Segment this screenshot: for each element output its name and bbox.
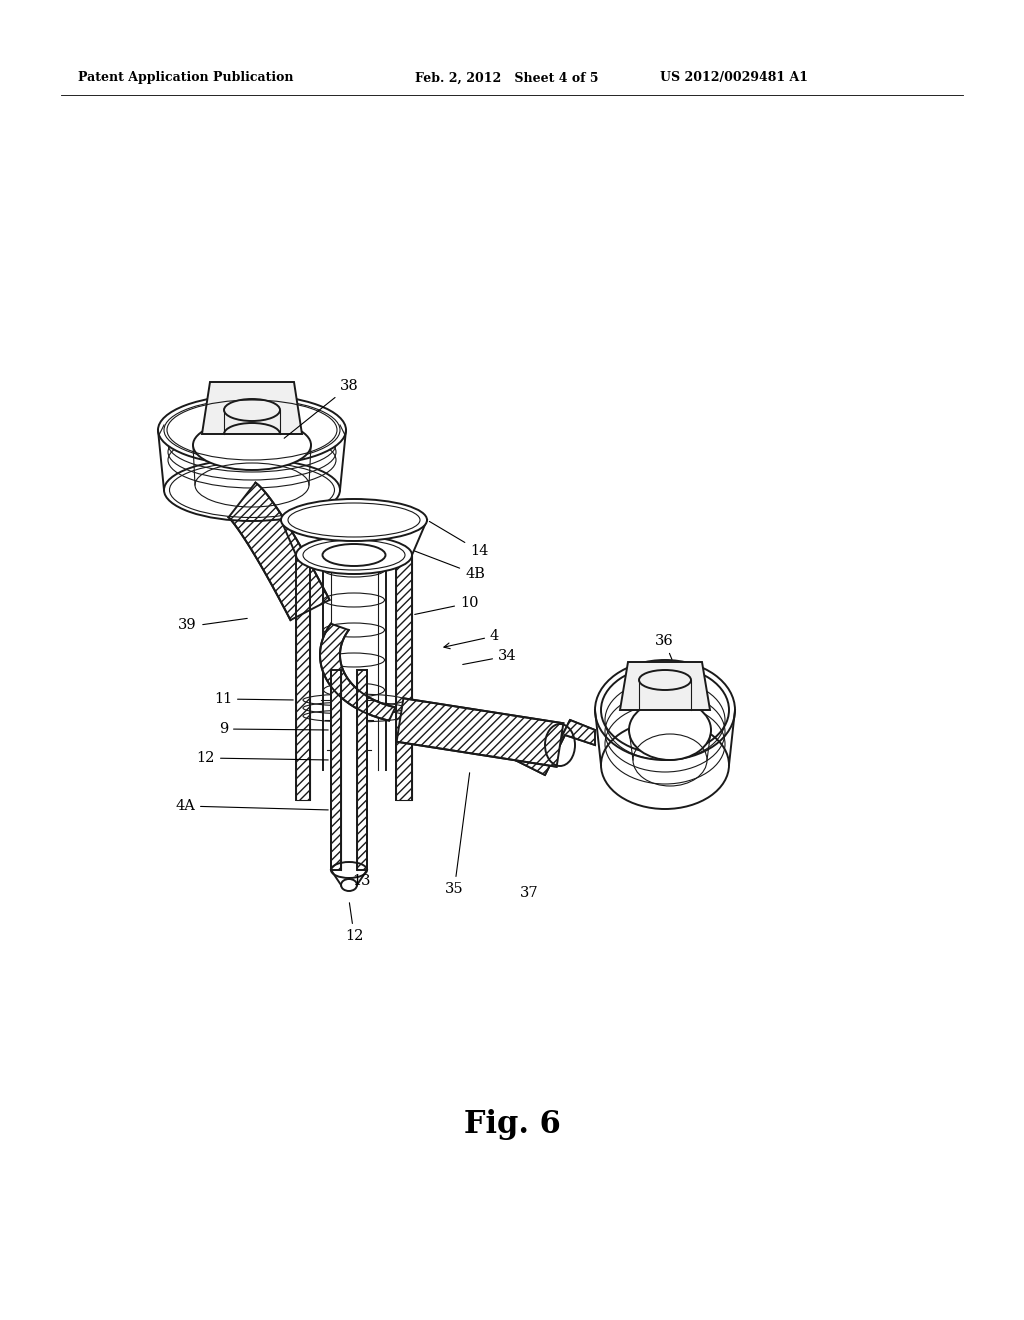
Text: 34: 34: [463, 649, 517, 664]
Text: 38: 38: [285, 379, 358, 438]
Text: 11: 11: [214, 692, 293, 706]
Polygon shape: [396, 554, 412, 800]
Ellipse shape: [296, 536, 412, 574]
Polygon shape: [620, 663, 710, 710]
Polygon shape: [357, 671, 367, 870]
Ellipse shape: [158, 395, 346, 465]
Text: 14: 14: [429, 521, 488, 558]
Text: 36: 36: [655, 634, 674, 660]
Text: 9: 9: [219, 722, 329, 737]
Text: Fig. 6: Fig. 6: [464, 1110, 560, 1140]
Text: 10: 10: [415, 597, 478, 614]
Text: US 2012/0029481 A1: US 2012/0029481 A1: [660, 71, 808, 84]
Text: Feb. 2, 2012   Sheet 4 of 5: Feb. 2, 2012 Sheet 4 of 5: [415, 71, 598, 84]
Text: 12: 12: [345, 903, 364, 942]
Text: 4B: 4B: [415, 550, 485, 581]
Ellipse shape: [193, 420, 311, 470]
Text: Patent Application Publication: Patent Application Publication: [78, 71, 294, 84]
Polygon shape: [228, 483, 330, 620]
Ellipse shape: [281, 499, 427, 541]
Ellipse shape: [164, 399, 340, 461]
Polygon shape: [321, 623, 395, 721]
Text: 13: 13: [349, 874, 371, 888]
Text: 39: 39: [178, 618, 197, 632]
Polygon shape: [342, 671, 356, 870]
Polygon shape: [515, 719, 595, 775]
Ellipse shape: [629, 700, 711, 760]
Text: 12: 12: [197, 751, 329, 766]
Text: 35: 35: [445, 772, 470, 896]
Text: 37: 37: [520, 886, 539, 900]
Ellipse shape: [595, 660, 735, 760]
Polygon shape: [331, 671, 341, 870]
Polygon shape: [396, 698, 563, 767]
Polygon shape: [202, 381, 302, 434]
Polygon shape: [296, 554, 310, 800]
Text: 4: 4: [444, 630, 500, 648]
Polygon shape: [324, 554, 385, 770]
Text: 4A: 4A: [175, 799, 329, 813]
